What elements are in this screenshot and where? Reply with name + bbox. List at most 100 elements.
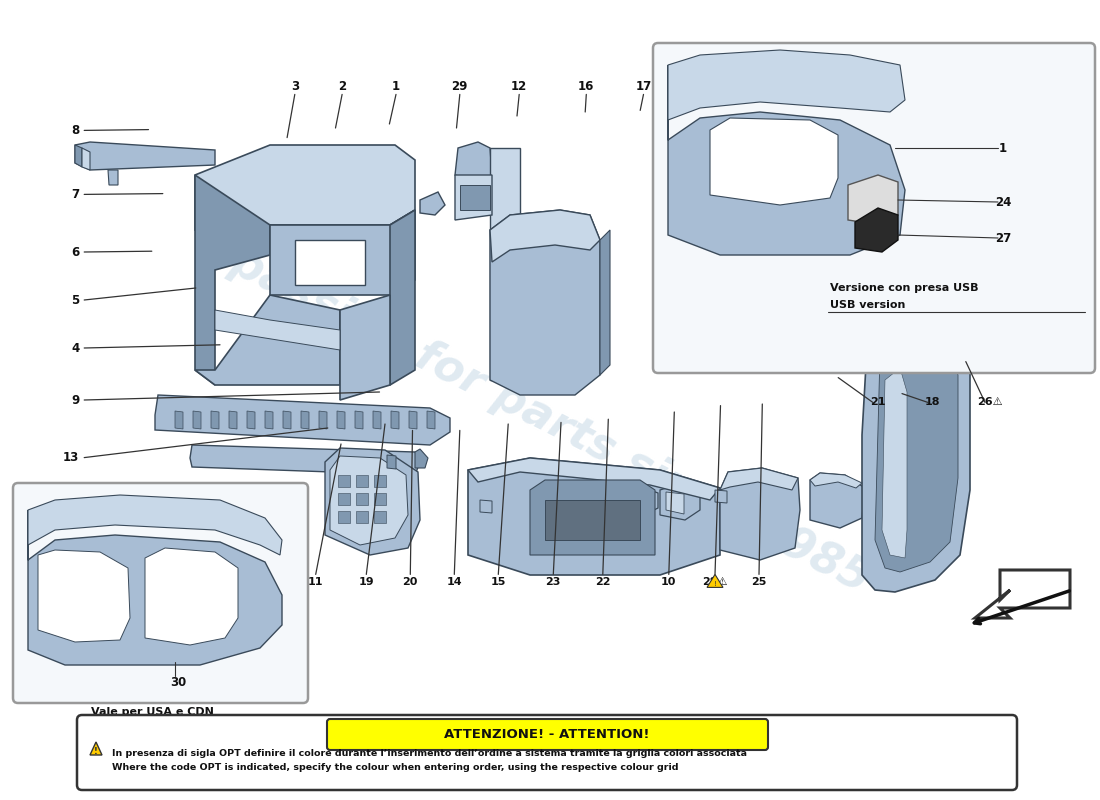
Polygon shape	[468, 458, 720, 575]
Polygon shape	[355, 411, 363, 429]
Polygon shape	[229, 411, 236, 429]
Polygon shape	[90, 742, 102, 755]
Text: passion for parts since 1985: passion for parts since 1985	[223, 239, 877, 601]
Polygon shape	[248, 411, 255, 429]
Polygon shape	[530, 480, 654, 555]
Polygon shape	[374, 511, 386, 523]
Text: USB version: USB version	[830, 300, 905, 310]
Text: 27: 27	[994, 231, 1011, 245]
FancyBboxPatch shape	[653, 43, 1094, 373]
Text: 25: 25	[751, 578, 767, 587]
Polygon shape	[668, 50, 905, 120]
Text: 30: 30	[169, 675, 186, 689]
Polygon shape	[490, 148, 520, 380]
Polygon shape	[28, 510, 282, 665]
Text: 14: 14	[447, 578, 462, 587]
Polygon shape	[975, 570, 1070, 618]
Text: 4: 4	[70, 342, 79, 354]
Polygon shape	[301, 411, 309, 429]
Polygon shape	[155, 395, 450, 445]
Text: 19: 19	[359, 578, 374, 587]
Text: ATTENZIONE! - ATTENTION!: ATTENZIONE! - ATTENTION!	[444, 727, 650, 741]
Polygon shape	[666, 492, 684, 514]
Polygon shape	[668, 65, 905, 255]
Polygon shape	[810, 473, 862, 488]
Text: 2: 2	[338, 80, 346, 93]
Text: 7: 7	[72, 188, 79, 201]
Polygon shape	[640, 490, 658, 512]
Text: 29: 29	[452, 80, 468, 93]
Text: 26⚠: 26⚠	[977, 398, 1003, 407]
Polygon shape	[211, 411, 219, 429]
Polygon shape	[390, 411, 399, 429]
Polygon shape	[868, 298, 970, 370]
Text: Versione con presa USB: Versione con presa USB	[830, 283, 979, 293]
Text: 6: 6	[70, 246, 79, 258]
Text: 16: 16	[579, 80, 594, 93]
Polygon shape	[374, 493, 386, 505]
Polygon shape	[455, 175, 492, 220]
Polygon shape	[356, 493, 369, 505]
Text: 10: 10	[661, 578, 676, 587]
Text: Vale per USA e CDN: Vale per USA e CDN	[90, 707, 213, 717]
Text: 5: 5	[70, 294, 79, 306]
Text: Where the code OPT is indicated, specify the colour when entering order, using t: Where the code OPT is indicated, specify…	[112, 763, 679, 773]
Polygon shape	[82, 148, 90, 170]
Polygon shape	[882, 368, 908, 558]
Polygon shape	[710, 118, 838, 205]
Polygon shape	[415, 449, 428, 468]
Polygon shape	[600, 230, 610, 375]
Text: 23: 23	[546, 578, 561, 587]
Polygon shape	[460, 185, 490, 210]
Text: 21: 21	[870, 398, 886, 407]
Text: !: !	[714, 582, 716, 587]
Text: !: !	[95, 747, 98, 757]
Text: 22: 22	[595, 578, 610, 587]
Polygon shape	[270, 210, 415, 295]
Polygon shape	[660, 483, 700, 520]
Polygon shape	[75, 142, 214, 170]
Polygon shape	[420, 192, 446, 215]
Polygon shape	[374, 475, 386, 487]
Polygon shape	[214, 310, 340, 350]
Polygon shape	[387, 455, 396, 469]
Text: 13: 13	[63, 451, 79, 464]
Polygon shape	[455, 142, 492, 182]
Polygon shape	[324, 448, 420, 555]
Polygon shape	[39, 550, 130, 642]
Polygon shape	[28, 495, 282, 555]
Polygon shape	[338, 511, 350, 523]
Polygon shape	[145, 585, 155, 614]
Text: 11: 11	[308, 578, 323, 587]
Polygon shape	[265, 411, 273, 429]
Polygon shape	[862, 298, 970, 592]
Polygon shape	[468, 458, 720, 500]
Text: 12: 12	[512, 80, 527, 93]
Polygon shape	[390, 210, 415, 385]
Polygon shape	[356, 475, 369, 487]
Polygon shape	[195, 145, 415, 230]
Text: 1: 1	[999, 142, 1008, 154]
Text: 17: 17	[636, 80, 651, 93]
Polygon shape	[75, 145, 82, 167]
Polygon shape	[190, 445, 420, 475]
Polygon shape	[707, 574, 723, 587]
Polygon shape	[195, 175, 270, 385]
Polygon shape	[145, 548, 238, 645]
FancyBboxPatch shape	[13, 483, 308, 703]
Text: 24: 24	[994, 195, 1011, 209]
Polygon shape	[715, 490, 727, 503]
Text: 3: 3	[290, 80, 299, 93]
Text: 18: 18	[925, 398, 940, 407]
FancyBboxPatch shape	[327, 719, 768, 750]
Polygon shape	[340, 295, 390, 400]
Polygon shape	[409, 411, 417, 429]
Polygon shape	[480, 500, 492, 513]
Polygon shape	[337, 411, 345, 429]
Polygon shape	[874, 332, 958, 572]
Polygon shape	[373, 411, 381, 429]
Polygon shape	[195, 295, 340, 385]
Polygon shape	[330, 456, 408, 545]
Polygon shape	[356, 511, 369, 523]
Polygon shape	[319, 411, 327, 429]
